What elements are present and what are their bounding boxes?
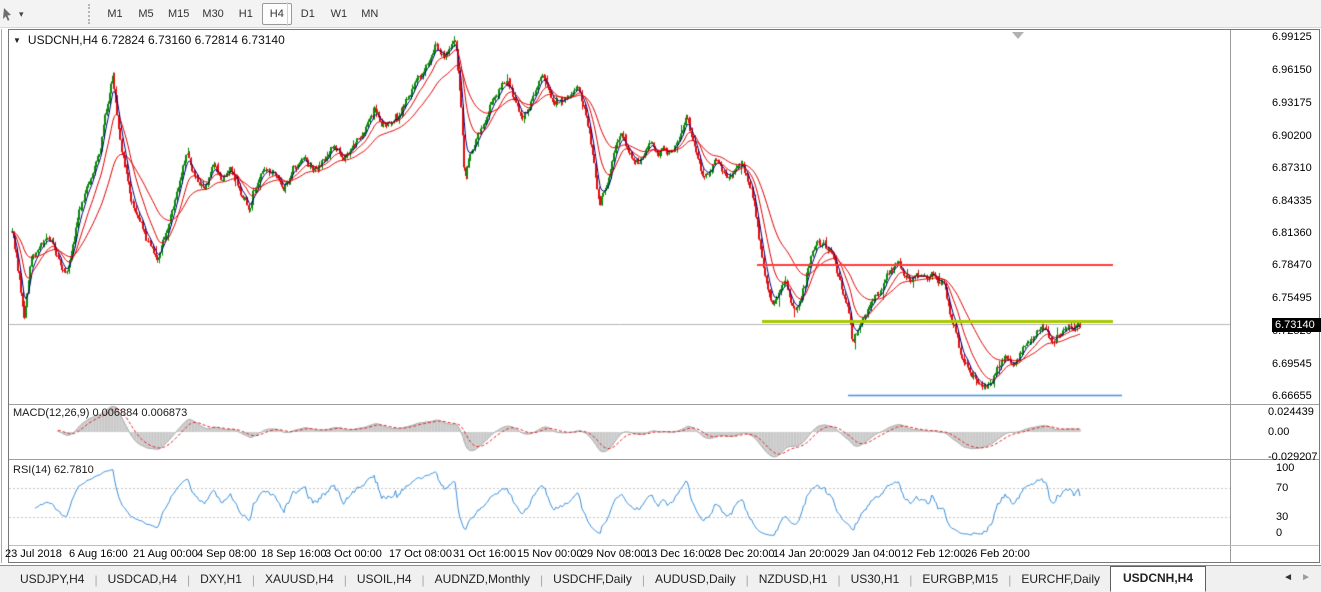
rsi-axis-label: 100 [1276,462,1295,474]
date-axis-label: 18 Sep 16:00 [261,548,327,560]
chart-tab-usoil[interactable]: USOIL,H4 [356,572,412,586]
rsi-label: RSI(14) 62.7810 [13,464,94,476]
price-axis[interactable]: 6.99125 6.96150 6.93175 6.90200 6.87310 6.843… [1232,0,1321,563]
date-axis-label: 31 Oct 16:00 [453,548,516,560]
macd-axis-label: 0.00 [1268,426,1290,438]
date-axis-label: 29 Nov 08:00 [581,548,647,560]
chart-tab-us30[interactable]: US30,H1 [850,572,900,586]
tab-scroll-left-button[interactable]: ◄ [1283,572,1293,583]
price-axis-label: 6.84335 [1272,194,1312,207]
date-axis-label: 13 Dec 16:00 [645,548,711,560]
rsi-axis-label: 30 [1276,511,1289,523]
price-axis-label: 6.66655 [1272,389,1312,402]
date-axis-label: 23 Jul 2018 [5,548,62,560]
price-axis-label: 6.90200 [1272,129,1312,142]
chart-tab-usdcnh[interactable]: USDCNH,H4 [1110,566,1207,592]
chart-tab-usdcad[interactable]: USDCAD,H4 [107,572,177,586]
date-axis-label: 12 Feb 12:00 [901,548,966,560]
chart-tabs-bar: USDJPY,H4 | USDCAD,H4 | DXY,H1 | XAUUSD,H4 | USO… [0,565,1321,592]
chart-tab-xauusd[interactable]: XAUUSD,H4 [265,572,334,586]
tab-separator: | [909,572,913,587]
chart-title[interactable]: ▼ USDCNH,H4 6.72824 6.73160 6.72814 6.73… [13,33,285,47]
date-axis-label: 28 Dec 20:00 [709,548,775,560]
tab-separator: | [641,572,645,587]
tab-separator: | [421,572,425,587]
price-axis-label: 6.78470 [1272,259,1312,272]
price-axis-label: 6.81360 [1272,227,1312,240]
price-axis-label: 6.75495 [1272,292,1312,305]
date-axis[interactable]: 23 Jul 2018 6 Aug 16:00 21 Aug 00:00 4 Sep … [0,546,1230,563]
chart-window-border-top [8,29,1320,30]
tab-separator: | [251,572,256,587]
chart-tab-usdchf[interactable]: USDCHF,Daily [553,572,632,586]
tab-separator: | [837,572,841,587]
chart-tabs: USDJPY,H4 | USDCAD,H4 | DXY,H1 | XAUUSD,H4 | USO… [10,566,1207,592]
chart-tab-usdjpy[interactable]: USDJPY,H4 [20,572,85,586]
rsi-panel-separator[interactable] [9,459,1320,460]
current-price-badge: 6.73140 [1272,318,1321,332]
tab-separator: | [343,572,347,587]
chart-window-border-right [1319,29,1320,563]
macd-panel-separator[interactable] [9,404,1320,405]
chart-title-text: USDCNH,H4 6.72824 6.73160 6.72814 6.7314… [27,33,285,47]
date-axis-label: 26 Feb 20:00 [965,548,1030,560]
date-axis-label: 29 Jan 04:00 [837,548,901,560]
price-axis-label: 6.87310 [1272,161,1312,174]
tab-scroll-right-button[interactable]: ► [1301,572,1311,583]
date-axis-label: 17 Oct 08:00 [389,548,452,560]
tab-separator: | [186,572,191,587]
chart-tab-audusd[interactable]: AUDUSD,Daily [654,572,736,586]
rsi-axis-label: 70 [1276,482,1289,494]
price-axis-label: 6.99125 [1272,31,1312,43]
tab-separator: | [540,572,544,587]
date-axis-label: 4 Sep 08:00 [197,548,257,560]
date-axis-label: 6 Aug 16:00 [69,548,128,560]
price-axis-label: 6.93175 [1272,96,1312,109]
price-axis-label: 6.69545 [1272,358,1312,371]
chart-window-border-left [8,29,9,563]
rsi-axis-label: 0 [1276,527,1283,539]
date-axis-label: 14 Jan 20:00 [773,548,837,560]
chart-shift-marker-icon[interactable] [1012,32,1024,39]
chart-tab-nzdusd[interactable]: NZDUSD,H1 [758,572,828,586]
tab-separator: | [745,572,749,587]
macd-axis-label: 0.024439 [1268,406,1314,418]
chart-tab-eurgbp[interactable]: EURGBP,M15 [922,572,999,586]
chart-window-border-bottom [8,562,1320,563]
date-axis-label: 3 Oct 00:00 [325,548,382,560]
collapse-arrow-icon[interactable]: ▼ [13,35,21,45]
price-axis-label: 6.96150 [1272,63,1312,76]
price-axis-separator [1230,30,1231,562]
tab-separator: | [94,572,98,587]
date-axis-label: 15 Nov 00:00 [517,548,583,560]
macd-axis-label: -0.029207 [1268,451,1318,463]
chart-tab-audnzd[interactable]: AUDNZD,Monthly [434,572,531,586]
date-axis-separator [9,545,1320,546]
tab-separator: | [1008,572,1012,587]
date-axis-label: 21 Aug 00:00 [133,548,198,560]
macd-label: MACD(12,26,9) 0.006884 0.006873 [13,407,188,419]
chart-tab-eurchf[interactable]: EURCHF,Daily [1021,572,1101,586]
chart-tab-dxy[interactable]: DXY,H1 [200,572,242,586]
